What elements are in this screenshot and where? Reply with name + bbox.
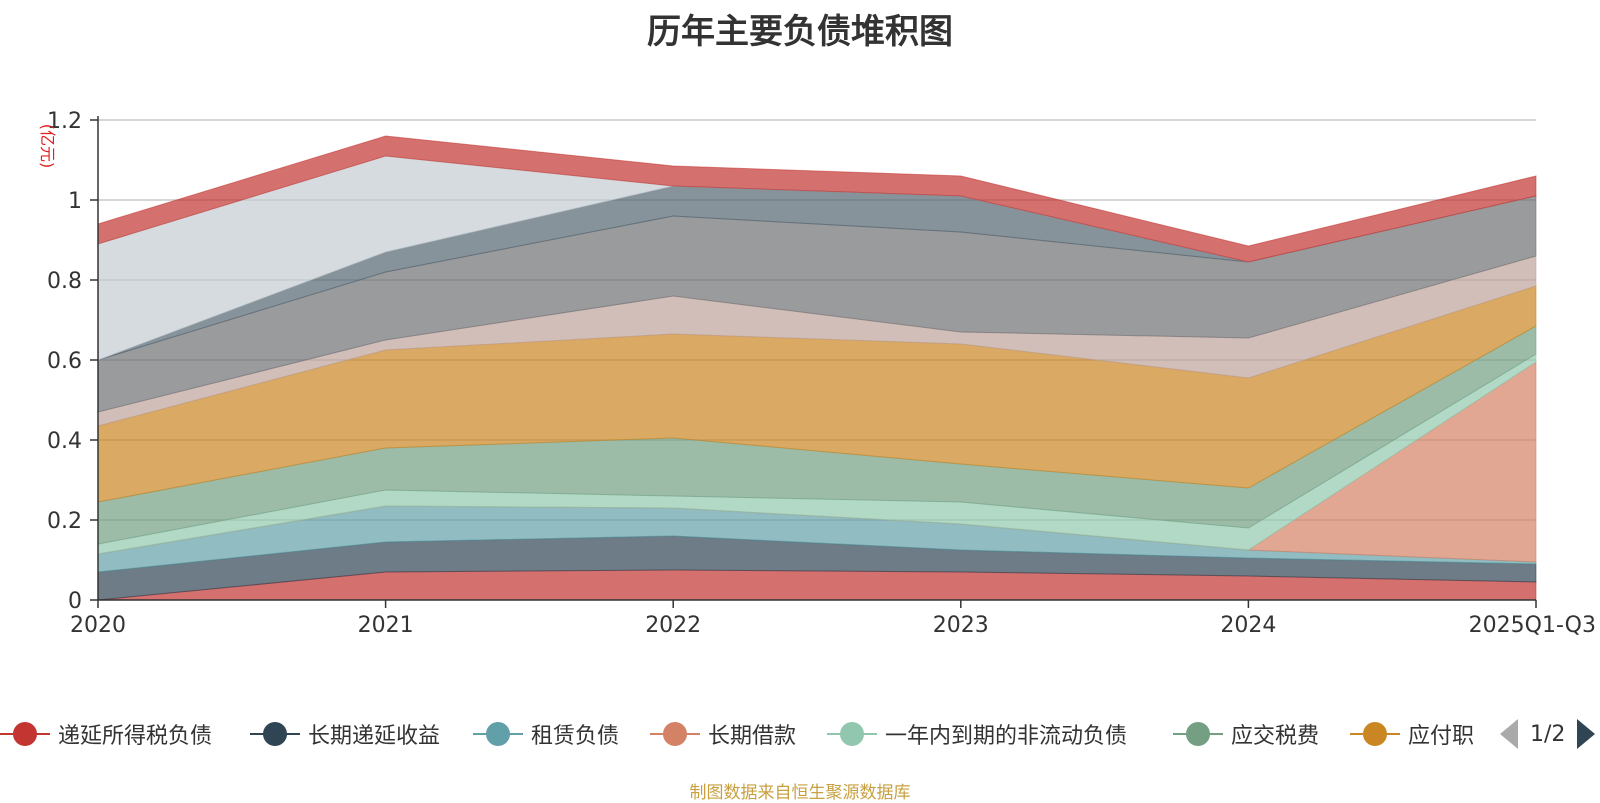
legend-item[interactable]: 长期借款 — [650, 714, 796, 754]
x-tick-label: 2021 — [358, 613, 414, 638]
legend-label: 一年内到期的非流动负债 — [885, 724, 1128, 749]
y-tick-label: 0.2 — [47, 509, 82, 534]
legend-marker-icon — [250, 714, 300, 754]
legend-label: 递延所得税负债 — [58, 724, 213, 749]
legend-label: 租赁负债 — [531, 724, 620, 749]
legend-item[interactable]: 一年内到期的非流动负债 — [827, 714, 1127, 754]
legend-marker-icon — [650, 714, 700, 754]
legend-marker-icon — [1173, 714, 1223, 754]
legend-page-indicator: 1/2 — [1530, 721, 1566, 747]
legend-item[interactable]: 应交税费 — [1173, 714, 1319, 754]
legend-prev-page-icon[interactable] — [1500, 719, 1518, 749]
legend-marker-icon — [0, 714, 50, 754]
y-axis-unit-label: (亿元) — [38, 124, 57, 169]
y-tick-label: 0.4 — [47, 429, 82, 454]
y-tick-label: 0 — [68, 589, 82, 614]
y-tick-label: 0.8 — [47, 269, 82, 294]
legend-marker-icon — [1350, 714, 1400, 754]
legend-next-page-icon[interactable] — [1577, 719, 1596, 749]
x-tick-label: 2025Q1-Q3 — [1469, 613, 1596, 638]
legend-item[interactable]: 应付职 — [1350, 714, 1474, 754]
legend-item[interactable]: 长期递延收益 — [250, 714, 440, 754]
axis-layer: 0 0.2 0.4 0.6 0.8 1 1.2 2020 2021 2022 2023 2024 202… — [47, 109, 1596, 638]
legend-label: 长期递延收益 — [308, 724, 441, 749]
chart-title: 历年主要负债堆积图 — [647, 12, 953, 52]
y-tick-label: 1.2 — [47, 109, 82, 134]
x-tick-label: 2024 — [1220, 613, 1276, 638]
x-tick-label: 2023 — [933, 613, 989, 638]
legend-marker-icon — [827, 714, 877, 754]
legend-item[interactable]: 递延所得税负债 — [0, 714, 212, 754]
area-series-11[interactable] — [97, 135, 1537, 263]
area-layer — [97, 135, 1537, 601]
legend-label: 应交税费 — [1231, 724, 1320, 749]
legend-marker-icon — [473, 714, 523, 754]
data-source-note: 制图数据来自恒生聚源数据库 — [689, 783, 911, 803]
legend-item[interactable]: 租赁负债 — [473, 714, 619, 754]
y-tick-label: 0.6 — [47, 349, 82, 374]
legend-label: 长期借款 — [708, 724, 797, 749]
legend-label: 应付职 — [1408, 724, 1475, 749]
x-tick-label: 2022 — [645, 613, 701, 638]
legend: 递延所得税负债 长期递延收益 租赁负债 长期借款 一年内到期的非流动负债 应交税费 应付职 — [0, 714, 1600, 754]
x-tick-label: 2020 — [70, 613, 126, 638]
y-tick-label: 1 — [68, 189, 82, 214]
legend-pager: 1/2 — [1500, 714, 1596, 754]
